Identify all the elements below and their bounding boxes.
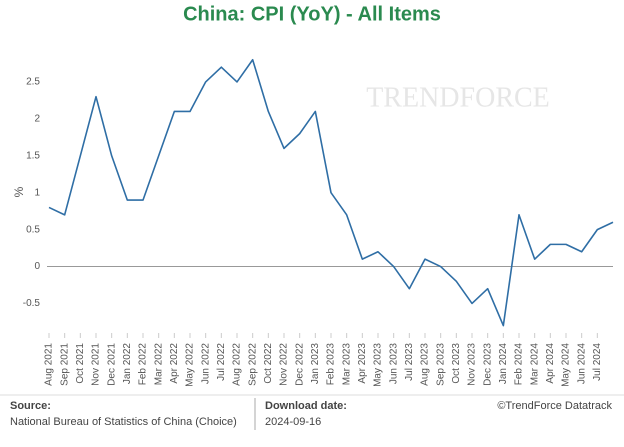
x-tick-label: Jan 2022 (122, 343, 133, 385)
x-tick-label: Mar 2024 (529, 343, 540, 386)
y-tick-label: -0.5 (23, 298, 41, 309)
y-tick-label: 1.5 (26, 150, 40, 161)
x-tick-label: Jun 2022 (200, 343, 211, 385)
x-tick-label: Feb 2023 (326, 343, 337, 386)
x-tick-label: Apr 2022 (169, 343, 180, 384)
date: 2024-09-16 (265, 416, 321, 428)
x-tick-label: Apr 2023 (357, 343, 368, 384)
x-tick-label: Jul 2024 (592, 343, 603, 381)
y-tick-label: 0.5 (26, 224, 40, 235)
x-tick-label: Sep 2022 (247, 343, 258, 386)
x-tick-label: Jun 2023 (388, 343, 399, 385)
cpi-line (48, 58, 614, 327)
x-tick-label: Nov 2023 (467, 343, 478, 386)
x-tick-label: Jun 2024 (576, 343, 587, 385)
watermark: TRENDFORCE (366, 82, 550, 113)
x-tick-label: May 2023 (373, 343, 384, 387)
x-tick-label: Mar 2022 (153, 343, 164, 386)
x-tick-label: May 2022 (185, 343, 196, 387)
x-tick-label: Aug 2021 (44, 343, 55, 386)
x-tick-label: Feb 2022 (138, 343, 149, 386)
x-tick-label: Jul 2022 (216, 343, 227, 381)
y-axis-label: % (12, 186, 26, 197)
x-tick-label: Jan 2023 (310, 343, 321, 385)
y-tick-label: 0 (34, 261, 40, 272)
date-label: Download date: (265, 400, 347, 412)
y-tick-label: 2.5 (26, 77, 40, 88)
x-tick-label: May 2024 (561, 343, 572, 387)
x-tick-label: Oct 2023 (451, 343, 462, 384)
source: National Bureau of Statistics of China (… (10, 416, 237, 428)
x-tick-label: Aug 2023 (420, 343, 431, 386)
chart-title: China: CPI (YoY) - All Items (183, 3, 441, 25)
y-tick-label: 1 (34, 187, 40, 198)
x-tick-label: Nov 2022 (279, 343, 290, 386)
x-tick-label: Dec 2023 (482, 343, 493, 386)
x-tick-label: Jul 2023 (404, 343, 415, 381)
x-tick-label: Sep 2021 (59, 343, 70, 386)
y-tick-label: 2 (34, 113, 40, 124)
x-tick-label: Dec 2021 (106, 343, 117, 386)
x-tick-label: Oct 2022 (263, 343, 274, 384)
x-tick-label: Apr 2024 (545, 343, 556, 384)
x-tick-label: Sep 2023 (435, 343, 446, 386)
source-label: Source: (10, 400, 51, 412)
x-tick-label: Feb 2024 (514, 343, 525, 386)
x-tick-label: Jan 2024 (498, 343, 509, 385)
copyright: ©TrendForce Datatrack (497, 400, 612, 412)
x-tick-label: Nov 2021 (91, 343, 102, 386)
x-tick-label: Oct 2021 (75, 343, 86, 384)
x-tick-label: Aug 2022 (232, 343, 243, 386)
x-tick-label: Dec 2022 (294, 343, 305, 386)
x-tick-label: Mar 2023 (341, 343, 352, 386)
